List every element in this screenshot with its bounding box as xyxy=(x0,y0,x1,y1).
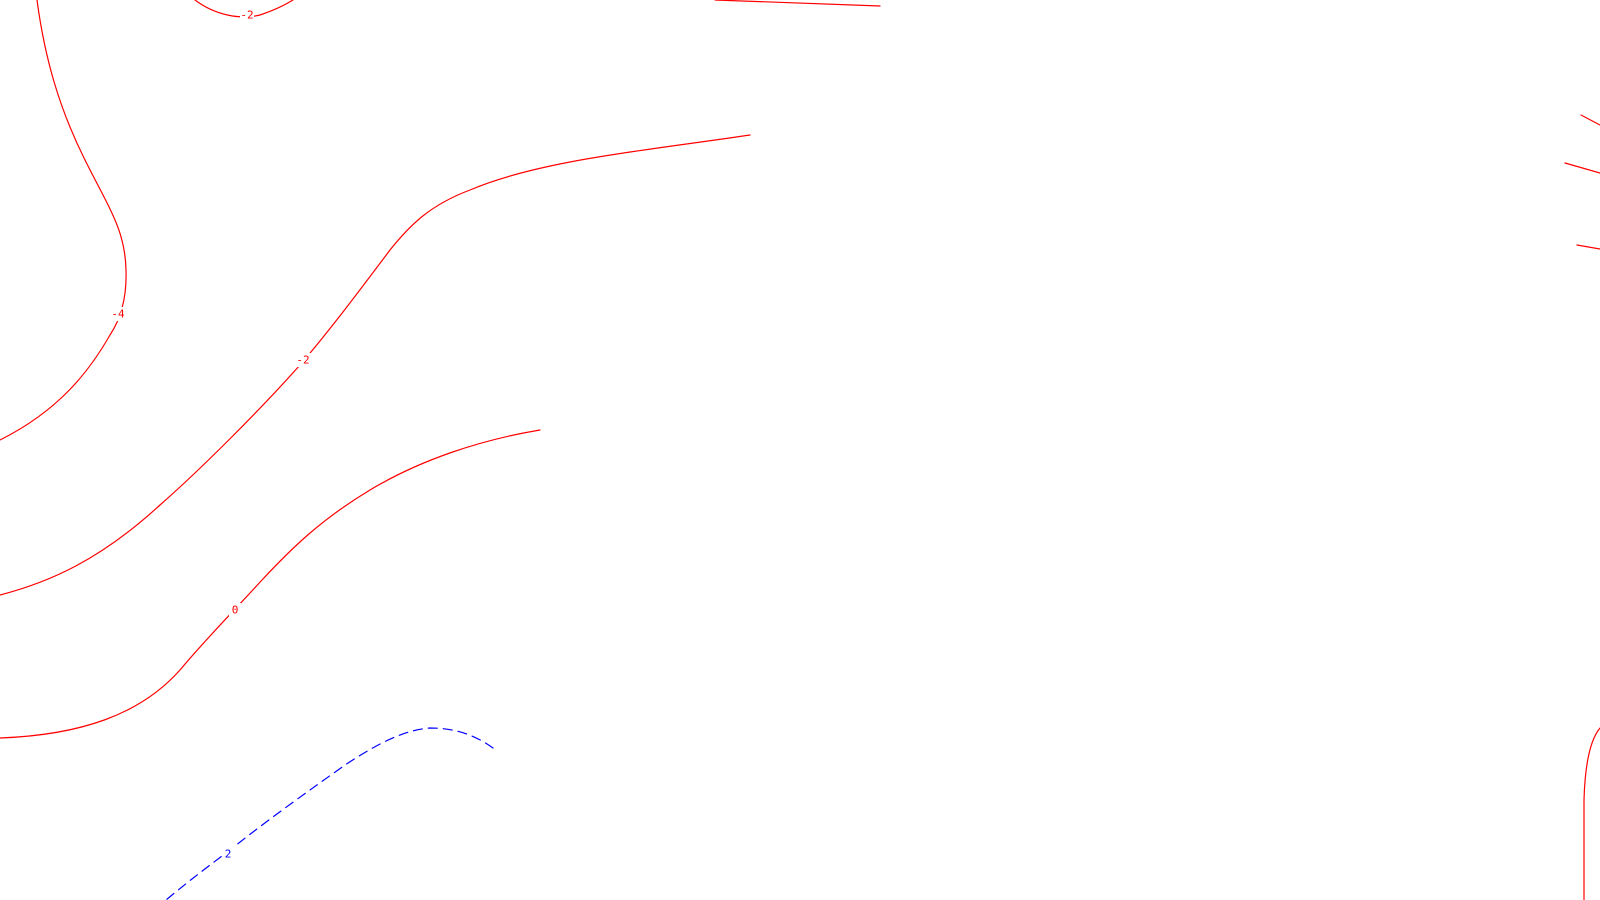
contour-label-group-zero: 0 xyxy=(229,603,241,617)
contour-line-neg2-top xyxy=(194,0,294,18)
contour-line-right-4 xyxy=(1583,727,1600,900)
contour-label-group-neg4: -4 xyxy=(110,307,126,321)
contour-label-group-pos2: 2 xyxy=(222,847,234,861)
contour-label-neg2-top: -2 xyxy=(240,9,253,22)
contour-label-zero: 0 xyxy=(232,604,239,617)
contour-label-group-neg2-main: -2 xyxy=(295,353,311,367)
contour-label-neg2-main: -2 xyxy=(296,354,309,367)
contour-line-right-3 xyxy=(1576,244,1600,250)
contour-label-group-top: -2 xyxy=(240,9,254,22)
contour-line-neg2-topright xyxy=(714,0,881,7)
contour-label-neg4: -4 xyxy=(111,308,125,321)
contour-line-zero xyxy=(0,429,541,739)
contour-line-right-1 xyxy=(1580,114,1600,126)
contour-line-neg4 xyxy=(0,0,127,441)
contour-line-right-2 xyxy=(1564,162,1600,174)
contour-line-pos2 xyxy=(165,727,494,900)
contour-label-pos2: 2 xyxy=(225,848,232,861)
contour-line-neg2-main xyxy=(0,134,751,596)
